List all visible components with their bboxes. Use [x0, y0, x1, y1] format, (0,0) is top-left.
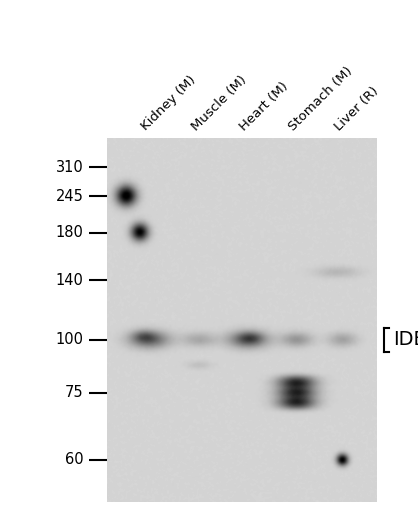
Text: 310: 310 [56, 160, 84, 175]
Text: 180: 180 [56, 225, 84, 240]
Bar [107, 138, 376, 502]
Text: Heart (M): Heart (M) [237, 79, 291, 133]
Text: 140: 140 [56, 272, 84, 288]
Text: Stomach (M): Stomach (M) [286, 65, 355, 133]
Text: 75: 75 [65, 385, 84, 400]
Text: 60: 60 [65, 453, 84, 467]
Text: Liver (R): Liver (R) [332, 84, 381, 133]
Text: 100: 100 [56, 332, 84, 348]
Text: IDE: IDE [393, 330, 418, 350]
Text: Muscle (M): Muscle (M) [189, 73, 249, 133]
Text: Kidney (M): Kidney (M) [139, 74, 199, 133]
Text: 245: 245 [56, 189, 84, 204]
